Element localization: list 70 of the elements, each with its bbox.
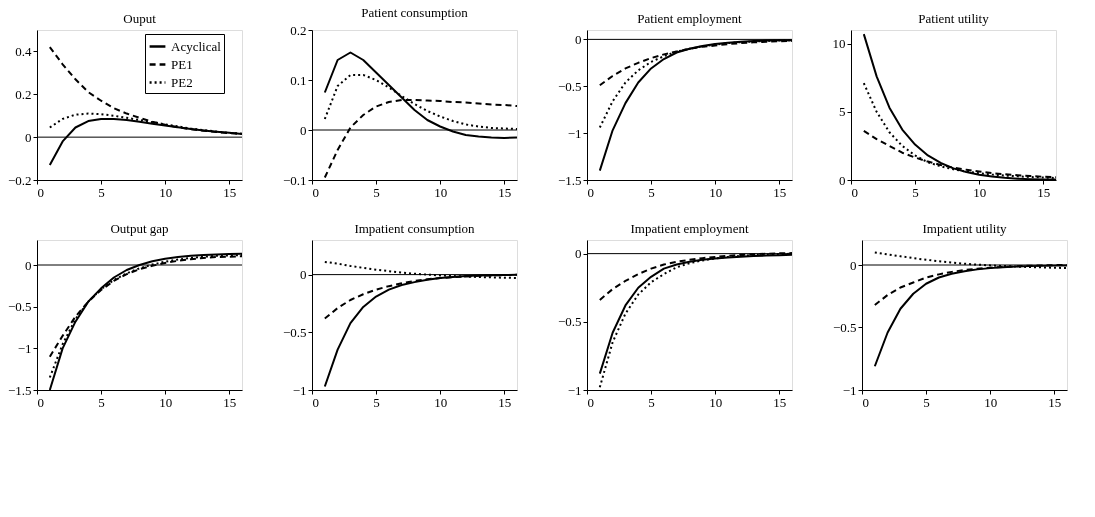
x-tick-label: 10 bbox=[159, 394, 173, 410]
y-tick-label: 0 bbox=[25, 129, 32, 145]
x-tick-label: 10 bbox=[984, 394, 998, 410]
y-tick-label: 5 bbox=[839, 104, 846, 120]
x-tick-label: 10 bbox=[973, 184, 987, 200]
y-tick-label: 0 bbox=[839, 172, 846, 188]
y-tick-label: 0 bbox=[575, 246, 582, 262]
x-tick-label: 5 bbox=[648, 394, 655, 410]
x-tick-label: 5 bbox=[648, 184, 655, 200]
y-tick-label: −0.5 bbox=[832, 320, 857, 335]
x-tick-label: 0 bbox=[37, 394, 44, 410]
chart-title: Patient consumption bbox=[361, 5, 469, 20]
x-tick-label: 10 bbox=[709, 394, 723, 410]
y-tick-label: 0 bbox=[300, 122, 307, 138]
x-tick-label: 5 bbox=[98, 184, 105, 200]
y-tick-label: 0 bbox=[300, 267, 307, 283]
legend-label: PE2 bbox=[171, 74, 193, 90]
y-tick-label: 0.2 bbox=[15, 86, 32, 102]
x-tick-label: 15 bbox=[223, 184, 237, 200]
x-tick-label: 5 bbox=[912, 184, 919, 200]
y-tick-label: −0.1 bbox=[282, 172, 307, 188]
y-tick-label: −0.2 bbox=[7, 172, 32, 188]
x-tick-label: 0 bbox=[312, 184, 319, 200]
chart-title: Patient employment bbox=[637, 11, 743, 26]
y-tick-label: 0 bbox=[25, 257, 32, 273]
chart-title: Output gap bbox=[110, 221, 169, 236]
y-tick-label: −1 bbox=[292, 382, 307, 398]
y-tick-label: 0 bbox=[850, 257, 857, 273]
chart-title: Impatient utility bbox=[922, 221, 1008, 236]
x-tick-label: 5 bbox=[373, 394, 380, 410]
chart-title: Ouput bbox=[123, 11, 157, 26]
y-tick-label: −1 bbox=[567, 125, 582, 141]
y-tick-label: 0.2 bbox=[290, 22, 307, 38]
x-tick-label: 5 bbox=[98, 394, 105, 410]
y-tick-label: −0.5 bbox=[7, 299, 32, 315]
x-tick-label: 15 bbox=[1037, 184, 1051, 200]
x-tick-label: 0 bbox=[37, 184, 44, 200]
x-tick-label: 5 bbox=[923, 394, 930, 410]
y-tick-label: 0.1 bbox=[290, 72, 307, 88]
legend-label: PE1 bbox=[171, 56, 193, 72]
legend-label: Acyclical bbox=[171, 38, 222, 54]
chart-title: Patient utility bbox=[918, 11, 990, 26]
x-tick-label: 15 bbox=[223, 394, 237, 410]
x-tick-label: 15 bbox=[498, 394, 512, 410]
y-tick-label: −0.5 bbox=[282, 324, 307, 340]
y-tick-label: −0.5 bbox=[557, 78, 582, 94]
y-tick-label: 0.4 bbox=[15, 43, 32, 59]
x-tick-label: 0 bbox=[587, 184, 594, 200]
x-tick-label: 10 bbox=[709, 184, 723, 200]
x-tick-label: 10 bbox=[159, 184, 173, 200]
chart-title: Impatient consumption bbox=[354, 221, 476, 236]
y-tick-label: −1 bbox=[17, 340, 32, 356]
y-tick-label: −1.5 bbox=[7, 382, 32, 398]
x-tick-label: 15 bbox=[498, 184, 512, 200]
x-tick-label: 0 bbox=[312, 394, 319, 410]
y-tick-label: −1 bbox=[842, 382, 857, 398]
y-tick-label: −1.5 bbox=[557, 172, 582, 188]
chart-title: Impatient employment bbox=[630, 221, 749, 236]
x-tick-label: 15 bbox=[773, 184, 787, 200]
y-tick-label: 10 bbox=[832, 36, 846, 52]
x-tick-label: 10 bbox=[434, 184, 448, 200]
x-tick-label: 15 bbox=[1048, 394, 1062, 410]
y-tick-label: −0.5 bbox=[557, 314, 582, 330]
x-tick-label: 5 bbox=[373, 184, 380, 200]
x-tick-label: 0 bbox=[587, 394, 594, 410]
y-tick-label: 0 bbox=[575, 31, 582, 47]
y-tick-label: −1 bbox=[567, 382, 582, 398]
x-tick-label: 0 bbox=[862, 394, 869, 410]
x-tick-label: 10 bbox=[434, 394, 448, 410]
x-tick-label: 15 bbox=[773, 394, 787, 410]
